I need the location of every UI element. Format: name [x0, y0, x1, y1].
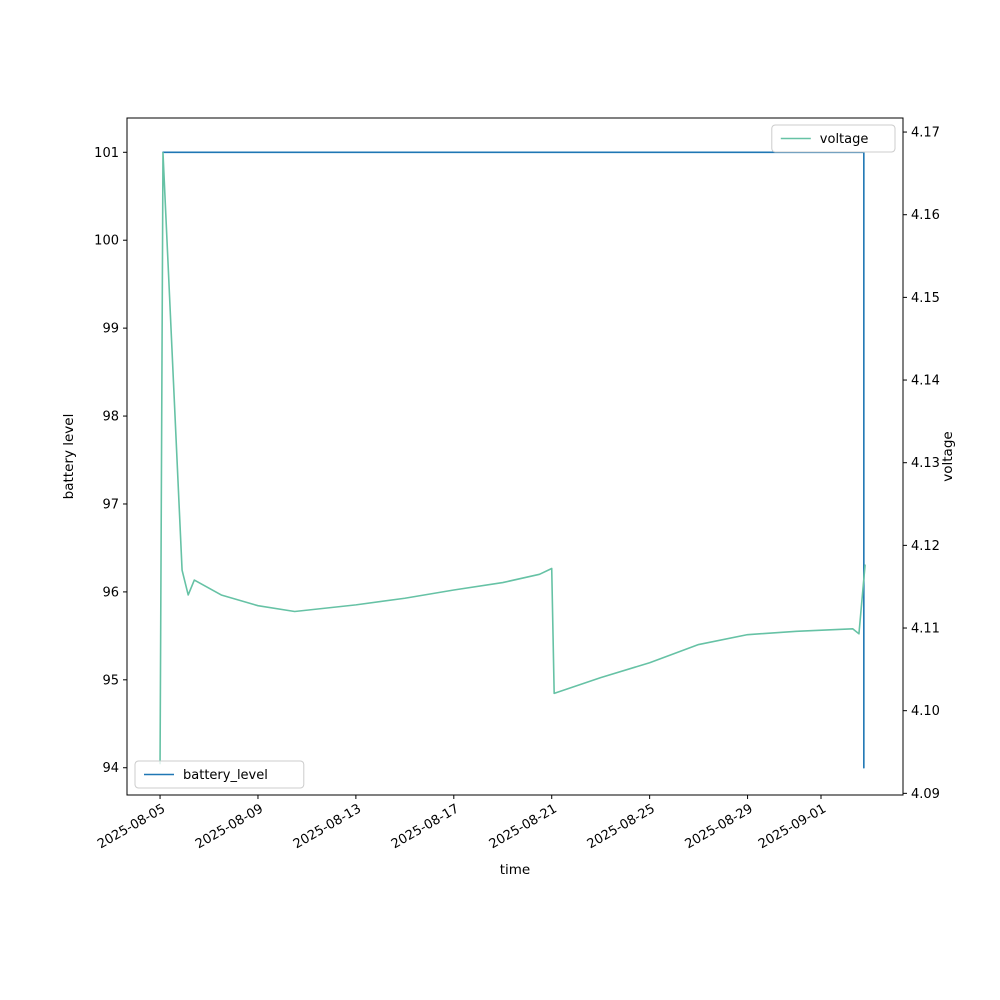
right-tick-label: 4.13	[911, 456, 940, 471]
x-axis-label: time	[500, 862, 531, 878]
y-axis-label-left: battery level	[61, 414, 77, 500]
x-tick-label: 2025-08-09	[193, 801, 266, 852]
left-tick-label: 99	[102, 322, 119, 337]
series-line-voltage	[159, 151, 866, 765]
left-tick-label: 94	[102, 761, 119, 776]
right-tick-label: 4.12	[911, 539, 940, 554]
right-tick-label: 4.14	[911, 374, 940, 389]
right-tick-label: 4.11	[911, 622, 940, 637]
y-axis-label-right: voltage	[940, 431, 956, 481]
left-tick-label: 98	[102, 410, 119, 425]
legend-label: voltage	[820, 132, 869, 147]
x-tick-label: 2025-08-29	[683, 801, 756, 852]
right-tick-label: 4.15	[911, 291, 940, 306]
x-tick-label: 2025-08-05	[95, 801, 168, 852]
legend-label: battery_level	[183, 768, 268, 783]
right-tick-label: 4.10	[911, 704, 940, 719]
x-tick-label: 2025-08-21	[487, 801, 560, 852]
x-tick-label: 2025-08-25	[585, 801, 658, 852]
series-line-battery_level	[162, 151, 865, 769]
right-tick-label: 4.17	[911, 126, 940, 141]
x-tick-label: 2025-08-17	[389, 801, 462, 852]
left-tick-label: 96	[102, 585, 119, 600]
left-tick-label: 101	[94, 146, 119, 161]
x-tick-label: 2025-08-13	[291, 801, 364, 852]
left-tick-label: 95	[102, 673, 119, 688]
right-tick-label: 4.16	[911, 208, 940, 223]
x-tick-label: 2025-09-01	[756, 801, 829, 852]
left-tick-label: 100	[94, 234, 119, 249]
legend-voltage: voltage	[771, 124, 896, 153]
right-tick-label: 4.09	[911, 787, 940, 802]
left-tick-label: 97	[102, 497, 119, 512]
legend-battery_level: battery_level	[134, 760, 305, 789]
plot-border	[126, 117, 904, 796]
